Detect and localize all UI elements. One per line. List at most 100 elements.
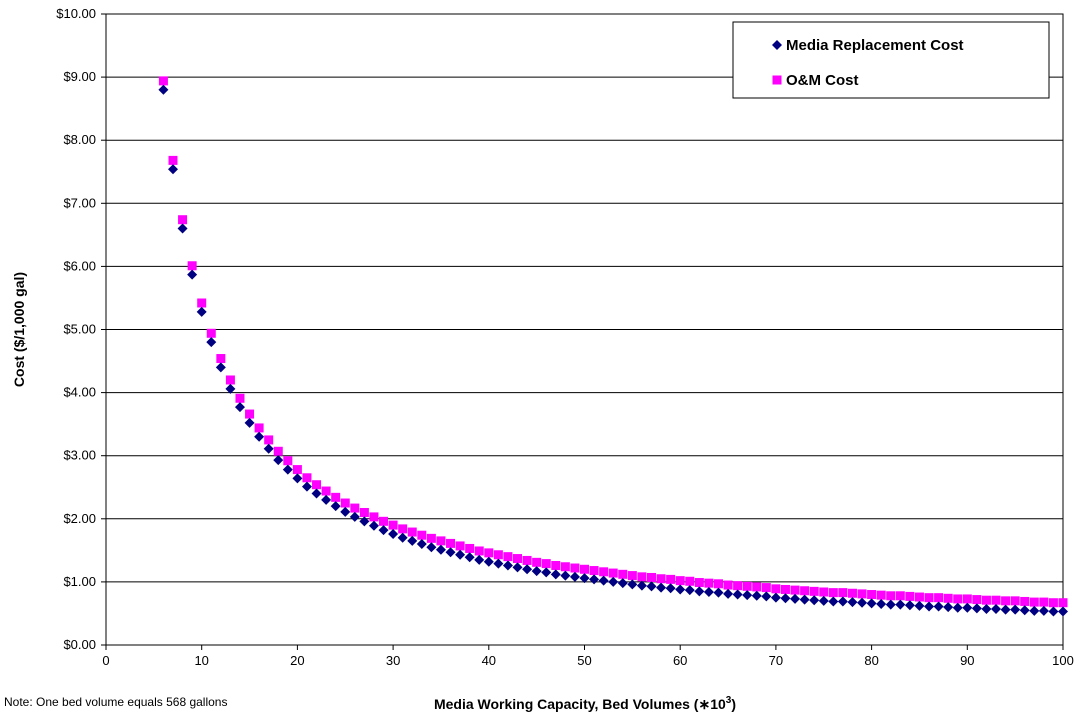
data-point [531,566,542,577]
data-point [368,520,379,531]
data-point [1058,598,1068,608]
y-tick-label: $10.00 [56,6,96,21]
data-point [312,480,322,490]
data-point [665,583,676,594]
data-point [301,481,312,492]
data-point [340,498,350,508]
data-point [273,455,284,466]
data-point [168,155,178,165]
data-point [790,593,801,604]
x-tick-label: 50 [577,653,591,668]
data-point [1010,604,1021,615]
footnote: Note: One bed volume equals 568 gallons [4,695,227,709]
x-tick-label: 90 [960,653,974,668]
legend-marker [772,40,782,50]
x-axis-title-text: Media Working Capacity, Bed Volumes (∗ [434,696,710,712]
x-axis-title-base: 10 [710,696,726,712]
data-point [1001,596,1011,606]
data-point [733,581,743,591]
data-point [991,604,1002,615]
data-point [924,601,935,612]
data-point [359,507,369,517]
x-tick-label: 10 [194,653,208,668]
data-point [895,591,905,601]
data-point [761,583,771,593]
data-point [924,593,934,603]
data-point [885,599,896,610]
x-tick-label: 70 [769,653,783,668]
data-point [245,409,255,419]
data-point [522,555,532,565]
y-tick-label: $8.00 [63,132,96,147]
data-point [426,542,437,553]
data-point [273,446,283,456]
data-point [196,306,207,317]
data-point [800,586,810,596]
data-point [627,579,638,590]
data-point [379,516,389,526]
data-point [972,595,982,605]
data-point [503,552,513,562]
data-point [991,595,1001,605]
y-tick-label: $3.00 [63,448,96,463]
data-point [589,566,599,576]
data-point [474,546,484,556]
y-tick-label: $7.00 [63,195,96,210]
data-point [560,570,571,581]
data-point [340,506,351,517]
data-point [263,443,274,454]
x-tick-label: 60 [673,653,687,668]
data-point [187,261,197,271]
data-point [484,548,494,558]
x-axis-title: Media Working Capacity, Bed Volumes (∗10… [434,695,736,712]
data-point [349,511,360,522]
data-point [962,594,972,604]
data-point [455,541,465,551]
y-tick-label: $2.00 [63,511,96,526]
data-point [866,598,877,609]
data-point [1048,606,1059,617]
data-point [1029,605,1040,616]
data-point [398,524,408,534]
series-layer [158,76,1068,617]
data-point [560,562,570,572]
data-point [971,603,982,614]
data-point [1020,596,1030,606]
y-tick-label: $4.00 [63,385,96,400]
data-point [675,576,685,586]
data-point [187,269,198,280]
data-point [483,556,494,567]
data-point [694,586,705,597]
data-point [493,558,504,569]
y-axis-title: Cost ($/1,000 gal) [11,272,27,387]
data-point [579,573,590,584]
data-point [943,593,953,603]
data-point [551,560,561,570]
data-point [981,604,992,615]
legend-item: Media Replacement Cost [772,37,964,54]
data-point [646,581,657,592]
data-point [608,568,618,578]
data-point [809,586,819,596]
data-point [1048,598,1058,608]
data-point [1038,605,1049,616]
data-point [502,560,513,571]
data-point [905,591,915,601]
data-point [493,550,503,560]
data-point [886,591,896,601]
data-point [752,582,762,592]
data-point [369,512,379,522]
data-point [474,554,485,565]
x-tick-label: 0 [102,653,109,668]
data-point [178,215,188,225]
data-point [532,557,542,567]
data-point [732,589,743,600]
data-point [570,563,580,573]
y-tick-label: $6.00 [63,258,96,273]
data-point [541,559,551,569]
data-point [666,574,676,584]
data-point [283,456,293,466]
data-point [177,223,188,234]
data-point [828,588,838,598]
data-point [435,544,446,555]
